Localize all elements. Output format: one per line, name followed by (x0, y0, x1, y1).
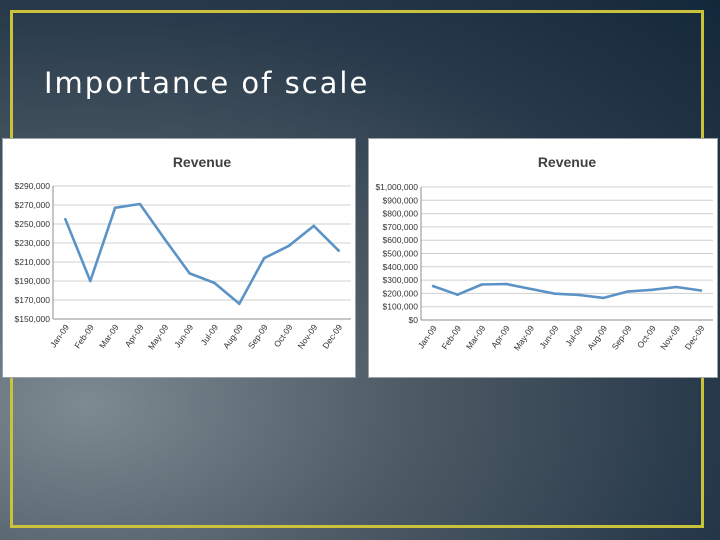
chart-svg: Revenue $150,000 $170,000 $190,000 $210,000 $… (15, 154, 351, 351)
data-point (504, 282, 508, 286)
series-line (64, 202, 340, 306)
data-point (699, 289, 703, 292)
data-point (64, 217, 67, 221)
x-tick-label: Dec-09 (683, 323, 707, 351)
data-point (287, 244, 291, 248)
revenue-chart-narrow-scale: Revenue $150,000 $170,000 $190,000 $210,000 $… (2, 138, 356, 378)
x-tick-label: Nov-09 (295, 322, 319, 350)
x-tick-label: Jun-09 (537, 323, 560, 350)
chart-title: Revenue (538, 154, 597, 170)
data-point (650, 288, 654, 292)
y-tick-label: $290,000 (15, 181, 51, 191)
data-point (213, 281, 216, 285)
y-tick-label: $700,000 (383, 222, 419, 232)
data-point (577, 293, 581, 297)
x-tick-label: Aug-09 (585, 323, 609, 351)
y-tick-label: $170,000 (15, 295, 51, 305)
data-point (262, 256, 266, 260)
data-point (480, 283, 484, 286)
x-tick-label: Aug-09 (221, 322, 245, 350)
y-tick-label: $600,000 (383, 235, 419, 245)
y-tick-label: $190,000 (15, 276, 51, 286)
data-point (188, 272, 191, 275)
data-point (626, 290, 630, 293)
data-point (675, 285, 678, 289)
x-tick-label: Jan-09 (48, 322, 71, 349)
data-point (337, 249, 340, 252)
data-point (113, 206, 117, 210)
x-tick-label: Feb-09 (72, 322, 96, 350)
y-tick-label: $250,000 (15, 219, 51, 229)
data-point (529, 287, 532, 291)
y-tick-label: $100,000 (383, 302, 419, 312)
x-tick-label: Dec-09 (320, 322, 344, 350)
y-tick-label: $150,000 (15, 314, 51, 324)
series-line (431, 282, 703, 300)
y-tick-label: $800,000 (383, 209, 419, 219)
slide-title: Importance of scale (44, 66, 370, 100)
x-tick-label: Oct-09 (272, 322, 295, 349)
x-tick-label: Feb-09 (439, 323, 463, 351)
x-tick-label: Sep-09 (246, 322, 270, 350)
x-tick-label: Apr-09 (123, 322, 146, 349)
x-tick-label: Jul-09 (563, 323, 585, 348)
x-tick-label: Jul-09 (199, 322, 221, 347)
y-tick-label: $1,000,000 (375, 182, 418, 192)
y-tick-label: $200,000 (383, 288, 419, 298)
y-tick-label: $230,000 (15, 238, 51, 248)
y-tick-label: $210,000 (15, 257, 51, 267)
data-point (88, 279, 92, 283)
data-point (456, 293, 459, 297)
revenue-chart-full-scale: Revenue $0 $100,000 $200,000 $300,000 $400,00… (368, 138, 718, 378)
x-tick-label: Mar-09 (464, 323, 488, 351)
x-tick-label: Mar-09 (97, 322, 121, 350)
data-point (138, 202, 142, 206)
chart-title: Revenue (173, 154, 232, 170)
chart-svg: Revenue $0 $100,000 $200,000 $300,000 $400,00… (375, 154, 713, 352)
data-point (163, 237, 167, 241)
y-tick-label: $400,000 (383, 262, 419, 272)
x-tick-label: May-09 (512, 323, 537, 352)
y-tick-label: $300,000 (383, 275, 419, 285)
y-tick-label: $270,000 (15, 200, 51, 210)
y-tick-label: $900,000 (383, 195, 419, 205)
data-point (312, 224, 316, 228)
data-point (237, 302, 241, 306)
x-tick-label: Nov-09 (658, 323, 682, 351)
y-tick-label: $0 (409, 315, 419, 325)
y-tick-label: $500,000 (383, 249, 419, 259)
data-point (602, 296, 605, 300)
x-tick-label: Sep-09 (610, 323, 634, 351)
x-tick-label: May-09 (146, 322, 171, 351)
x-tick-label: Jan-09 (416, 323, 439, 350)
x-tick-label: Apr-09 (489, 323, 512, 350)
data-point (431, 284, 435, 288)
x-tick-label: Oct-09 (635, 323, 658, 350)
data-point (553, 292, 557, 295)
x-tick-label: Jun-09 (172, 322, 195, 349)
